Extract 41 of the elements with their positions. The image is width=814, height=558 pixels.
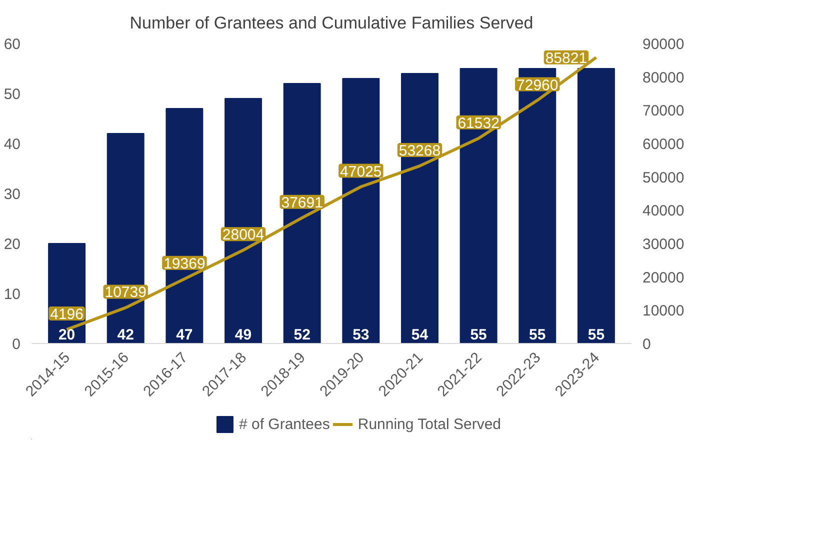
data-label: 55 bbox=[588, 326, 605, 344]
data-label: 47025 bbox=[340, 163, 382, 180]
y-tick-label: 40 bbox=[4, 136, 21, 153]
y-tick-label: 30 bbox=[4, 186, 21, 203]
bar bbox=[577, 68, 615, 344]
data-label: 10739 bbox=[104, 284, 146, 302]
y-tick-label: 60 bbox=[4, 36, 21, 53]
data-label: 54 bbox=[411, 326, 429, 344]
chart-title: Number of Grantees and Cumulative Families Served bbox=[130, 14, 534, 32]
y-tick-label: 0 bbox=[12, 336, 20, 353]
data-label: 4196 bbox=[50, 306, 84, 324]
data-label: 55 bbox=[470, 326, 487, 344]
y2-tick-label: 60000 bbox=[642, 136, 684, 153]
legend-label: # of Grantees bbox=[238, 416, 330, 432]
y2-tick-label: 90000 bbox=[642, 36, 684, 53]
y2-tick-label: 30000 bbox=[642, 236, 684, 253]
data-label: 53 bbox=[352, 326, 370, 344]
data-label: 85821 bbox=[545, 50, 588, 67]
y-tick-label: 50 bbox=[4, 86, 21, 103]
y2-tick-label: 20000 bbox=[642, 269, 684, 286]
data-label: 19369 bbox=[164, 255, 206, 272]
y-tick-label: 20 bbox=[4, 236, 21, 253]
data-label: 37691 bbox=[281, 194, 323, 212]
y-tick-label: 10 bbox=[4, 286, 21, 303]
data-label: 53268 bbox=[398, 142, 441, 160]
y2-tick-label: 50000 bbox=[642, 169, 684, 186]
data-label: 72960 bbox=[516, 76, 558, 94]
data-label: 61532 bbox=[458, 114, 500, 132]
data-label: 52 bbox=[294, 326, 310, 344]
data-label: 42 bbox=[117, 326, 134, 344]
y2-tick-label: 10000 bbox=[642, 302, 684, 320]
data-label: 55 bbox=[529, 326, 546, 344]
data-label: 20 bbox=[58, 326, 76, 344]
y2-tick-label: 80000 bbox=[642, 69, 684, 86]
data-label: 49 bbox=[234, 326, 252, 344]
y2-tick-label: 70000 bbox=[642, 102, 684, 120]
data-label: 28004 bbox=[222, 226, 264, 244]
data-label: 47 bbox=[176, 326, 193, 344]
legend-label: Running Total Served bbox=[358, 416, 502, 432]
y2-tick-label: 0 bbox=[642, 336, 651, 353]
y2-tick-label: 40000 bbox=[642, 202, 684, 220]
